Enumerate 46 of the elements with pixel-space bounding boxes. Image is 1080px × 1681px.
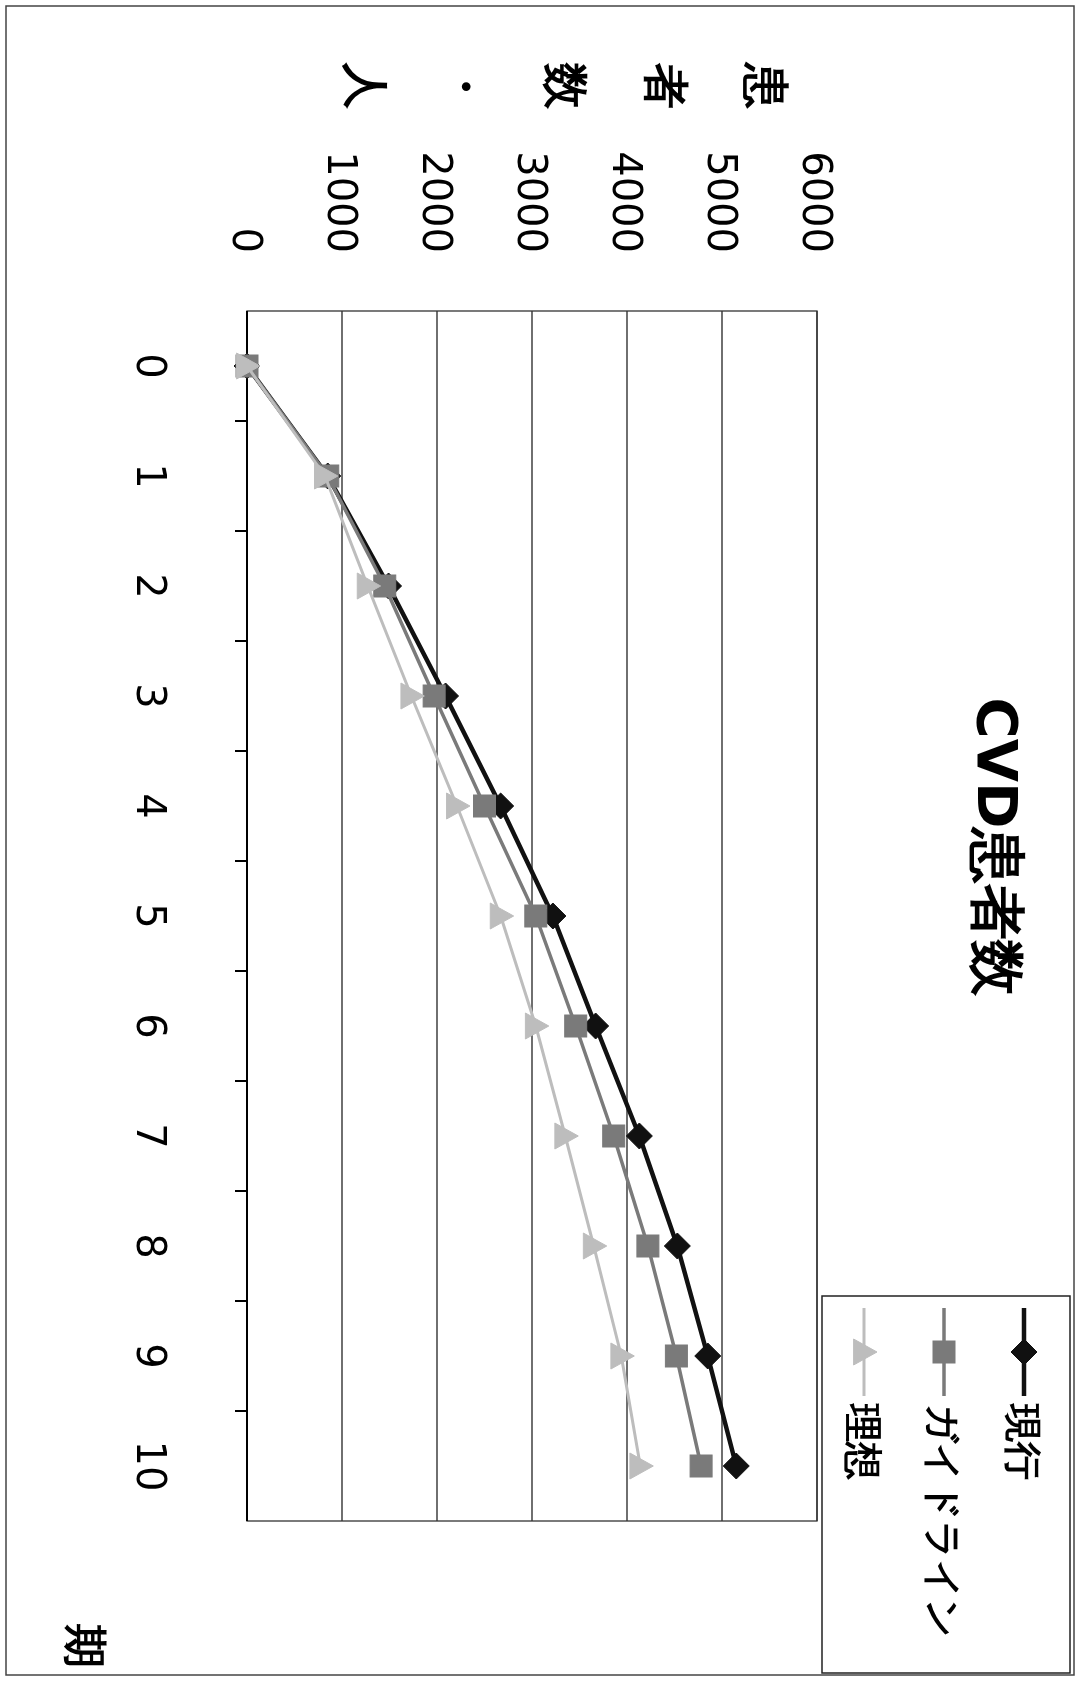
point: [689, 1454, 713, 1478]
legend-label: 現行: [1001, 1402, 1045, 1480]
y-tick-label: 1: [128, 463, 174, 489]
point: [489, 902, 515, 930]
point: [722, 1452, 750, 1480]
point: [694, 1342, 722, 1370]
point: [664, 1344, 688, 1368]
point: [422, 684, 446, 708]
legend-label: 理想: [841, 1403, 885, 1480]
x2-tick-label: 3000: [509, 151, 555, 253]
y-axis-title: 期: [60, 1624, 111, 1668]
point: [554, 1122, 579, 1150]
x2-tick-label: 2000: [414, 151, 460, 253]
y-tick-label: 2: [128, 573, 174, 599]
y-tick-label: 8: [128, 1233, 174, 1259]
y-tick-label: 7: [128, 1123, 174, 1149]
point: [524, 1012, 550, 1040]
point: [524, 904, 548, 928]
point: [663, 1232, 691, 1260]
point: [629, 1452, 654, 1480]
point: [625, 1122, 653, 1150]
text: CVD患者数: [965, 697, 1030, 998]
point: [610, 1342, 635, 1370]
y-tick-label: 4: [128, 793, 174, 819]
y-tick-label: 3: [128, 683, 174, 709]
y-tick-label: 5: [128, 903, 174, 929]
y-tick-label: 9: [128, 1343, 174, 1369]
point: [400, 682, 425, 710]
legend-label: ガイドライン: [921, 1404, 965, 1638]
x2-tick-label: 4000: [604, 151, 650, 253]
point: [564, 1014, 588, 1038]
point: [582, 1232, 608, 1260]
x2-tick-label: 0: [224, 227, 270, 253]
x2-tick-label: 1000: [319, 151, 365, 253]
point: [602, 1124, 626, 1148]
x2-tick-label: 6000: [794, 151, 840, 253]
point: [373, 574, 397, 598]
point: [636, 1234, 660, 1258]
point: [356, 572, 382, 600]
x2-axis-title: 患者数・人: [339, 61, 793, 110]
y-tick-label: 10: [128, 1440, 174, 1492]
point: [473, 794, 496, 818]
y-tick-label: 0: [128, 353, 174, 379]
x2-tick-label: 5000: [699, 151, 745, 253]
point: [446, 792, 471, 820]
y-tick-label: 6: [128, 1013, 174, 1039]
